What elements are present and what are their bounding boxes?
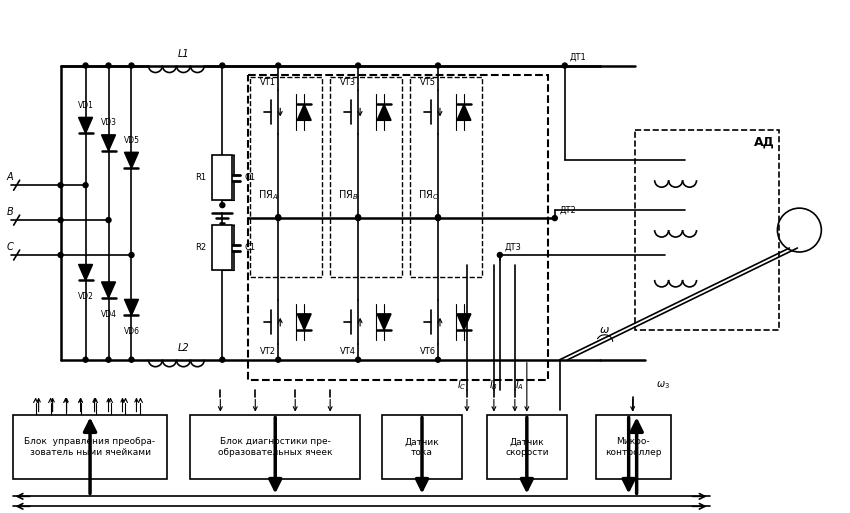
Text: L1: L1	[178, 49, 190, 58]
Polygon shape	[457, 105, 471, 121]
Text: $I_B$: $I_B$	[490, 378, 498, 391]
Bar	[635, 130, 779, 330]
Text: $I_C$: $I_C$	[457, 378, 467, 391]
Polygon shape	[457, 314, 471, 330]
Polygon shape	[78, 265, 93, 281]
Bar	[330, 77, 402, 277]
Text: АД: АД	[754, 136, 775, 149]
Circle shape	[355, 63, 360, 68]
Circle shape	[355, 357, 360, 362]
Polygon shape	[101, 282, 116, 298]
Text: VT6: VT6	[420, 347, 436, 356]
Bar	[596, 415, 671, 479]
Bar	[190, 415, 360, 479]
Bar	[382, 415, 462, 479]
Text: Блок  управления преобра-
зователь ными ячейками: Блок управления преобра- зователь ными я…	[25, 437, 156, 457]
Circle shape	[435, 357, 440, 362]
Circle shape	[275, 214, 281, 220]
Circle shape	[355, 215, 360, 221]
Circle shape	[355, 214, 360, 220]
Bar	[212, 155, 232, 200]
Circle shape	[83, 183, 88, 188]
Circle shape	[83, 357, 88, 362]
Text: VD2: VD2	[77, 292, 94, 302]
Text: R2: R2	[196, 243, 207, 252]
Circle shape	[435, 214, 440, 220]
Polygon shape	[124, 300, 139, 315]
Circle shape	[129, 357, 134, 362]
Text: VT1: VT1	[260, 78, 276, 87]
Bar	[212, 225, 232, 270]
Text: $I_A$: $I_A$	[515, 378, 524, 391]
Text: L2: L2	[178, 343, 190, 353]
Text: Датчик
тока: Датчик тока	[405, 437, 439, 457]
Circle shape	[129, 63, 134, 68]
Polygon shape	[377, 105, 391, 121]
Circle shape	[275, 215, 281, 221]
Text: VD3: VD3	[100, 119, 116, 127]
Text: Блок диагностики пре-
образовательных ячеек: Блок диагностики пре- образовательных яч…	[218, 437, 332, 457]
Text: ПЯ$_C$: ПЯ$_C$	[418, 188, 439, 202]
Text: R1: R1	[196, 173, 207, 182]
Circle shape	[220, 203, 225, 208]
Text: VT3: VT3	[340, 78, 356, 87]
Circle shape	[552, 215, 558, 221]
Circle shape	[435, 215, 440, 221]
Polygon shape	[377, 314, 391, 330]
Text: VT5: VT5	[420, 78, 436, 87]
Polygon shape	[78, 117, 93, 133]
Circle shape	[106, 357, 111, 362]
Bar	[410, 77, 482, 277]
Circle shape	[220, 357, 225, 362]
Polygon shape	[124, 152, 139, 168]
Text: $\omega_3$: $\omega_3$	[655, 379, 670, 390]
Circle shape	[83, 63, 88, 68]
Text: C: C	[7, 242, 14, 252]
Bar	[487, 415, 567, 479]
Text: C1: C1	[244, 243, 255, 252]
Circle shape	[275, 63, 281, 68]
Circle shape	[58, 218, 63, 223]
Circle shape	[106, 63, 111, 68]
Circle shape	[58, 252, 63, 258]
Circle shape	[129, 252, 134, 258]
Text: VD5: VD5	[123, 136, 139, 145]
Text: $\omega$: $\omega$	[599, 325, 610, 335]
Text: VD4: VD4	[100, 310, 116, 319]
Text: C1: C1	[244, 173, 255, 182]
Bar	[248, 75, 547, 380]
Text: A: A	[7, 172, 14, 182]
Circle shape	[275, 357, 281, 362]
Circle shape	[58, 183, 63, 188]
Text: ДТ3: ДТ3	[505, 243, 522, 251]
Text: Микро-
контроллер: Микро- контроллер	[605, 437, 661, 457]
Text: ПЯ$_A$: ПЯ$_A$	[258, 188, 279, 202]
Bar	[250, 77, 322, 277]
Text: B: B	[7, 207, 14, 217]
Text: ДТ1: ДТ1	[570, 53, 586, 62]
Polygon shape	[298, 105, 311, 121]
Text: VT4: VT4	[340, 347, 356, 356]
Text: ДТ2: ДТ2	[560, 206, 576, 214]
Circle shape	[435, 63, 440, 68]
Circle shape	[106, 218, 111, 223]
Bar	[13, 415, 167, 479]
Text: VD6: VD6	[123, 327, 139, 337]
Text: ПЯ$_B$: ПЯ$_B$	[338, 188, 359, 202]
Polygon shape	[101, 135, 116, 151]
Polygon shape	[298, 314, 311, 330]
Text: VD1: VD1	[77, 101, 94, 110]
Text: VT2: VT2	[260, 347, 276, 356]
Circle shape	[563, 63, 567, 68]
Circle shape	[497, 252, 502, 258]
Text: Датчик
скорости: Датчик скорости	[505, 437, 548, 457]
Circle shape	[220, 63, 225, 68]
